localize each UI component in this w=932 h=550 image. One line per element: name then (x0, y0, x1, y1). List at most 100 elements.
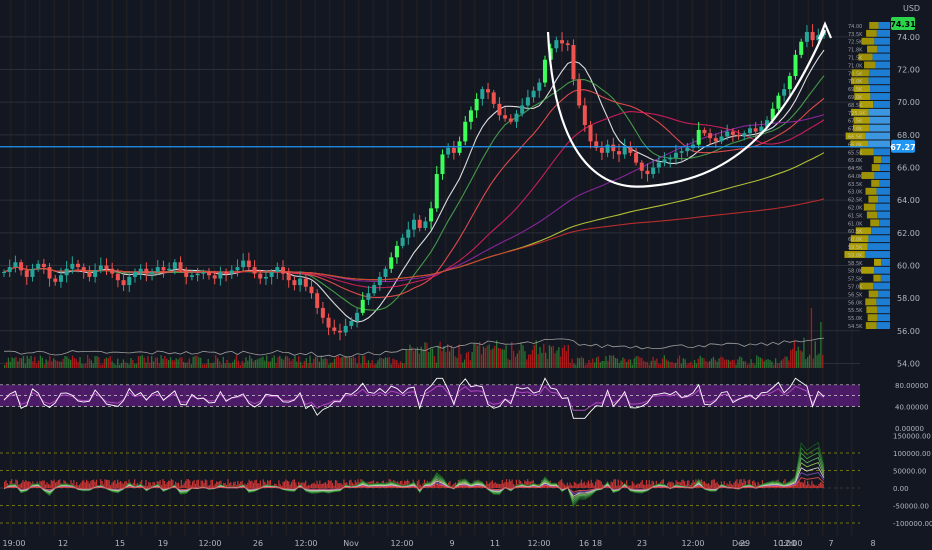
volume-bar (100, 364, 102, 368)
profile-label: 54.5K (848, 324, 863, 330)
profile-buy-bar (870, 93, 890, 100)
volume-bar (179, 357, 181, 368)
volume-bar (565, 351, 568, 368)
osc-histogram-bar (76, 481, 78, 488)
volume-bar (369, 363, 372, 368)
osc-histogram-bar (710, 480, 713, 488)
osc-histogram-bar (416, 481, 419, 488)
volume-bar (784, 356, 786, 368)
volume-bar (648, 364, 650, 368)
volume-bar (716, 361, 718, 368)
volume-bar (714, 359, 716, 368)
candle-body (520, 105, 525, 114)
osc-histogram-bar (594, 481, 597, 488)
profile-sell-bar (866, 29, 877, 37)
osc-histogram-bar (628, 485, 631, 488)
osc-histogram-bar (81, 480, 83, 488)
volume-bar (699, 355, 701, 368)
session-band (662, 0, 664, 536)
volume-bar (411, 347, 413, 368)
osc-histogram-bar (436, 479, 438, 488)
profile-sell-bar (861, 266, 875, 274)
osc-tick-label: 0.00 (893, 485, 909, 493)
volume-bar (522, 345, 524, 368)
volume-bar (516, 353, 519, 368)
profile-buy-bar (869, 124, 890, 132)
candle-body (599, 147, 604, 153)
volume-bar (701, 357, 703, 368)
candle-body (218, 272, 223, 279)
osc-histogram-bar (505, 479, 508, 488)
profile-sell-bar (871, 179, 880, 187)
osc-histogram-bar (228, 483, 230, 488)
candle-body (161, 267, 166, 271)
candle-body (41, 263, 46, 268)
osc-histogram-bar (645, 480, 648, 488)
volume-bar (53, 358, 55, 368)
volume-bar (697, 358, 700, 368)
volume-bar (729, 361, 732, 368)
volume-bar (479, 341, 481, 368)
volume-bar (218, 361, 221, 368)
candle-body (651, 167, 656, 175)
candle-body (531, 90, 536, 98)
volume-bar (98, 357, 100, 368)
volume-bar (188, 358, 191, 368)
volume-bar (56, 360, 59, 368)
volume-bar (652, 356, 654, 368)
volume-bar (712, 356, 715, 368)
volume-bar (680, 363, 683, 368)
osc-histogram-bar (326, 484, 328, 488)
volume-bar (292, 359, 294, 368)
osc-histogram-bar (108, 480, 110, 488)
session-band (459, 0, 461, 536)
osc-histogram-bar (566, 482, 568, 488)
time-axis[interactable]: 19:00 12 15 19 12:00 26 12:00 Nov 12:00 9 11 12:00 1… (2, 539, 875, 548)
volume-bar (759, 357, 762, 368)
candle-body (525, 97, 530, 106)
osc-histogram-bar (57, 480, 59, 488)
volume-bar (5, 362, 8, 368)
volume-bar (347, 356, 349, 368)
volume-bar (34, 356, 36, 368)
candle-body (127, 276, 132, 286)
volume-bar (671, 361, 673, 368)
volume-bar (230, 363, 232, 368)
profile-buy-bar (878, 290, 890, 298)
volume-bar (145, 362, 147, 368)
osc-histogram-bar (419, 484, 421, 488)
osc-histogram-bar (42, 480, 44, 488)
volume-bar (748, 364, 750, 368)
volume-bar (39, 355, 42, 368)
candle-body (184, 270, 189, 277)
volume-bar (166, 358, 168, 368)
price-axis[interactable]: 74.00 72.00 70.00 68.00 66.00 64.00 62.00 60.00… (897, 4, 920, 368)
osc-histogram-bar (213, 485, 215, 488)
profile-sell-bar (867, 314, 878, 322)
osc-histogram-bar (330, 480, 332, 488)
candle-body (178, 262, 183, 271)
osc-histogram-bar (351, 482, 353, 488)
profile-label: 63.0K (848, 190, 863, 196)
volume-bar (350, 357, 353, 368)
profile-buy-bar (865, 132, 890, 140)
osc-histogram-bar (682, 479, 684, 488)
osc-histogram-bar (163, 480, 165, 488)
volume-bar (667, 360, 669, 368)
candle-body (241, 260, 246, 268)
volume-bar (118, 364, 121, 368)
osc-histogram-bar (199, 485, 201, 488)
osc-histogram-bar (727, 484, 730, 488)
volume-bar (43, 364, 45, 368)
osc-histogram-bar (333, 485, 335, 488)
candle-body (736, 134, 741, 137)
osc-histogram-bar (671, 481, 673, 488)
volume-bar (486, 345, 488, 368)
current-price-label: 74.31 (890, 20, 916, 29)
volume-bar (403, 363, 405, 368)
osc-histogram-bar (88, 483, 91, 488)
volume-bar (282, 359, 285, 368)
profile-buy-bar (877, 45, 890, 53)
profile-sell-bar (844, 251, 865, 258)
